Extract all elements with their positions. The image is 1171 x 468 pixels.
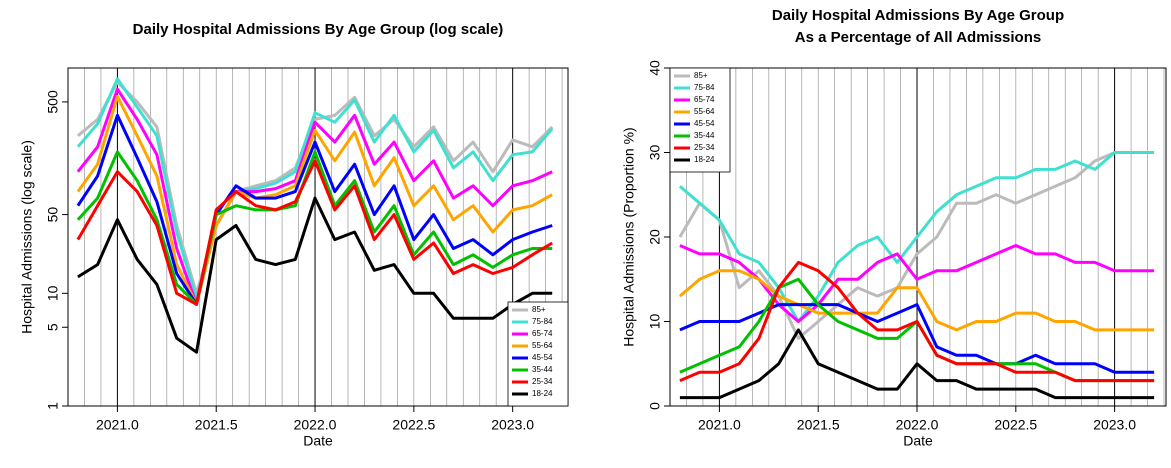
legend-label: 65-74	[694, 95, 715, 104]
x-tick-label: 2023.0	[491, 417, 534, 433]
y-tick-label: 10	[647, 314, 663, 330]
series-line	[679, 260, 1155, 383]
plot-frame	[669, 67, 1167, 407]
y-tick-label: 1	[45, 402, 61, 410]
x-axis-label: Date	[303, 433, 333, 449]
legend-label: 45-54	[694, 119, 715, 128]
legend-label: 75-84	[532, 317, 553, 326]
plot-frame	[67, 67, 569, 407]
legend-label: 35-44	[532, 365, 553, 374]
chart-subtitle: As a Percentage of All Admissions	[795, 29, 1041, 46]
series-line	[76, 113, 553, 306]
legend-label: 45-54	[532, 353, 553, 362]
series-line	[678, 151, 1155, 323]
series-line	[77, 196, 553, 354]
y-tick-label: 50	[45, 207, 61, 223]
y-tick-label: 40	[647, 60, 663, 76]
legend-label: 18-24	[532, 389, 553, 398]
y-tick-label: 10	[45, 285, 61, 301]
series-line	[76, 80, 554, 295]
series-line	[76, 150, 553, 306]
y-tick-label: 20	[647, 229, 663, 245]
legend-box	[669, 67, 731, 173]
x-tick-label: 2023.0	[1093, 417, 1136, 433]
legend-label: 85+	[694, 71, 708, 80]
chart-title: Daily Hospital Admissions By Age Group (…	[133, 21, 504, 38]
x-axis-label: Date	[903, 433, 933, 449]
y-tick-label: 0	[647, 402, 663, 410]
legend-label: 85+	[532, 305, 546, 314]
legend-label: 55-64	[694, 107, 715, 116]
series-line	[76, 159, 553, 306]
series-line	[678, 151, 1155, 340]
x-tick-label: 2021.5	[797, 417, 840, 433]
y-axis-label: Hospital Admissions (Proportion %)	[621, 127, 637, 346]
chart-title: Daily Hospital Admissions By Age Group	[772, 7, 1064, 24]
x-tick-label: 2021.0	[698, 417, 741, 433]
legend-label: 55-64	[532, 341, 553, 350]
legend-label: 25-34	[694, 143, 715, 152]
series-line	[679, 303, 1155, 374]
x-tick-label: 2022.5	[994, 417, 1037, 433]
series-line	[76, 94, 553, 306]
legend-label: 65-74	[532, 329, 553, 338]
x-tick-label: 2021.0	[96, 417, 139, 433]
x-tick-label: 2022.0	[896, 417, 939, 433]
series-line	[678, 269, 1155, 332]
legend-label: 35-44	[694, 131, 715, 140]
legend-label: 75-84	[694, 83, 715, 92]
series-line	[679, 328, 1155, 400]
legend-box	[507, 301, 569, 407]
x-tick-label: 2022.0	[294, 417, 337, 433]
series-line	[76, 77, 554, 300]
y-axis-label: Hospital Admissions (log scale)	[19, 140, 35, 334]
y-tick-label: 30	[647, 145, 663, 161]
legend-label: 18-24	[694, 155, 715, 164]
y-tick-label: 5	[45, 323, 61, 331]
series-line	[76, 87, 553, 306]
legend-label: 25-34	[532, 377, 553, 386]
x-tick-label: 2021.5	[195, 417, 238, 433]
y-tick-label: 500	[45, 90, 61, 114]
x-tick-label: 2022.5	[392, 417, 435, 433]
